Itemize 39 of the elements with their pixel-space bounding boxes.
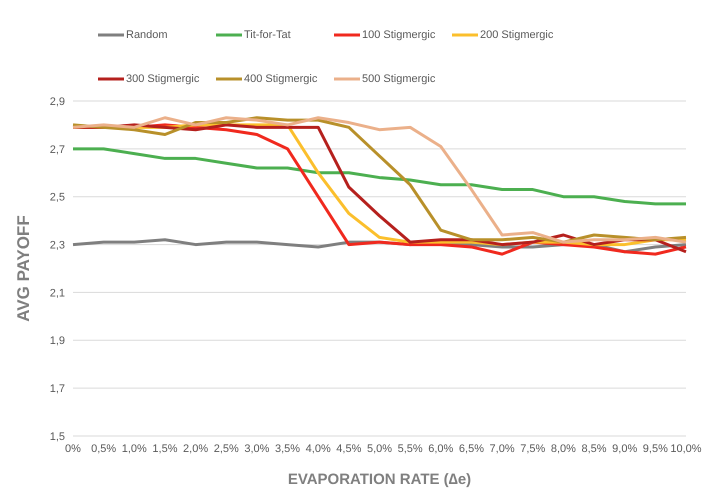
y-tick-label: 2,5 — [50, 192, 65, 204]
legend-label: 500 Stigmergic — [362, 73, 436, 85]
legend-label: Tit-for-Tat — [244, 29, 291, 41]
x-axis-title: EVAPORATION RATE (∆e) — [288, 471, 472, 488]
legend-label: 100 Stigmergic — [362, 29, 436, 41]
x-tick-label: 6,5% — [458, 442, 484, 455]
x-tick-label: 9,0% — [612, 442, 638, 455]
x-tick-label: 6,0% — [428, 442, 454, 455]
x-tick-label: 2,5% — [214, 442, 239, 455]
x-tick-label: 3,5% — [275, 442, 300, 455]
x-tick-label: 4,5% — [336, 442, 362, 455]
x-tick-label: 0% — [65, 442, 82, 455]
y-tick-label: 2,3 — [50, 239, 65, 252]
x-tick-label: 4,0% — [306, 442, 331, 455]
legend-label: Random — [126, 29, 168, 41]
line-series — [72, 147, 688, 206]
y-axis-title: AVG PAYOFF — [14, 215, 34, 322]
y-tick-label: 2,1 — [50, 287, 65, 300]
legend-label: 400 Stigmergic — [244, 73, 318, 85]
x-tick-label: 3,0% — [244, 442, 270, 455]
y-tick-label: 1,9 — [50, 335, 65, 348]
x-tick-label: 1,5% — [152, 442, 178, 455]
x-tick-label: 7,0% — [490, 442, 515, 455]
x-tick-label: 5,0% — [366, 442, 392, 455]
legend-label: 200 Stigmergic — [480, 29, 554, 41]
x-tick-label: 9,5% — [642, 442, 668, 455]
x-tick-label: 10,0% — [670, 442, 702, 455]
x-tick-label: 5,5% — [398, 442, 423, 455]
x-tick-label: 8,5% — [582, 442, 607, 455]
y-tick-label: 2,9 — [50, 96, 65, 108]
x-tick-label: 8,0% — [550, 442, 576, 455]
legend-label: 300 Stigmergic — [126, 73, 200, 85]
x-tick-label: 0,5% — [91, 442, 116, 455]
y-tick-label: 2,7 — [50, 144, 65, 156]
y-tick-label: 1,7 — [50, 383, 65, 396]
x-tick-label: 2,0% — [183, 442, 208, 455]
x-tick-label: 7,5% — [520, 442, 546, 455]
x-tick-label: 1,0% — [122, 442, 148, 455]
y-tick-label: 1,5 — [50, 430, 65, 443]
